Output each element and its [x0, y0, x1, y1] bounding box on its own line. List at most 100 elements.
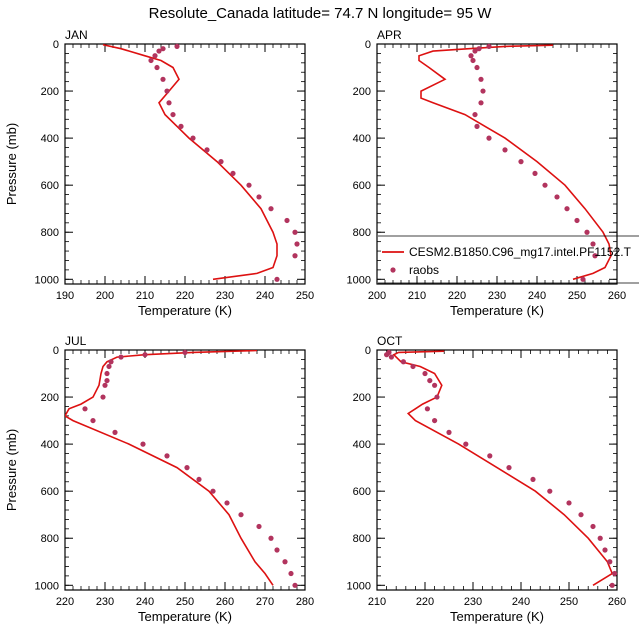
x-tick-label: 190	[56, 290, 74, 302]
model-line	[102, 44, 278, 281]
panel-apr: 200 210 220 230 240 250 260 0 200 400 600 800 1000 AP…	[347, 28, 627, 318]
raobs-point	[292, 253, 298, 259]
x-tick-label: 260	[608, 596, 626, 608]
raobs-point	[554, 194, 560, 200]
x-tick-label: 220	[448, 290, 466, 302]
x-tick-label: 230	[216, 290, 234, 302]
x-tick-label: 260	[608, 290, 626, 302]
raobs-point	[182, 349, 188, 355]
y-tick-label: 600	[353, 486, 371, 498]
raobs-point	[164, 88, 170, 94]
chart-title: Resolute_Canada latitude= 74.7 N longitu…	[149, 5, 493, 22]
raobs-point	[480, 88, 486, 94]
x-tick-label: 250	[568, 290, 586, 302]
raobs-point	[142, 352, 148, 358]
raobs-point	[506, 465, 512, 471]
raobs-point	[590, 241, 596, 247]
raobs-point	[502, 147, 508, 153]
raobs-point	[154, 64, 160, 71]
x-tick-label: 230	[96, 596, 114, 608]
raobs-point	[118, 354, 124, 360]
raobs-point	[256, 194, 262, 200]
raobs-point	[196, 476, 202, 483]
raobs-point	[564, 206, 570, 212]
raobs-point	[292, 582, 298, 588]
raobs-point	[284, 217, 290, 224]
raobs-point	[190, 135, 196, 141]
raobs-point	[530, 476, 536, 483]
raobs-point	[410, 363, 416, 370]
plot-frame	[376, 349, 618, 591]
x-tick-label: 250	[176, 596, 194, 608]
raobs-point	[478, 100, 484, 106]
y-tick-label: 0	[365, 39, 371, 51]
raobs-point	[156, 48, 162, 54]
raobs-point	[160, 76, 166, 82]
raobs-point	[597, 535, 603, 541]
panel-label: OCT	[377, 334, 403, 348]
raobs-point	[288, 570, 294, 577]
legend-obs-label: raobs	[409, 263, 439, 277]
raobs-point	[487, 453, 493, 459]
x-tick-label: 220	[416, 596, 434, 608]
raobs-point	[574, 217, 580, 224]
y-tick-label: 800	[41, 227, 59, 239]
raobs-point	[178, 123, 184, 129]
y-tick-label: 400	[353, 439, 371, 451]
x-tick-label: 230	[488, 290, 506, 302]
model-line	[65, 350, 274, 586]
x-tick-label: 210	[368, 596, 386, 608]
y-axis-title: Pressure (mb)	[4, 123, 19, 205]
y-tick-label: 1000	[35, 274, 59, 286]
raobs-point	[224, 500, 230, 506]
y-tick-label: 200	[353, 392, 371, 404]
y-tick-label: 600	[41, 486, 59, 498]
raobs-markers	[468, 43, 598, 282]
panel-jul: 220 230 240 250 260 270 280 0 200 400 600 800 1000 JU…	[4, 334, 314, 624]
panel-oct: 210 220 230 240 250 260 0 200 400 600 800 1000 OCT Te…	[347, 334, 627, 624]
raobs-point	[160, 46, 166, 52]
raobs-point	[292, 229, 298, 235]
raobs-point	[274, 547, 280, 553]
legend-model-label: CESM2.B1850.C96_mg17.intel.PF1152.T	[409, 245, 632, 259]
raobs-point	[218, 159, 224, 165]
x-tick-label: 250	[296, 290, 314, 302]
y-tick-label: 1000	[347, 274, 371, 286]
raobs-point	[578, 512, 584, 518]
raobs-point	[468, 53, 474, 59]
raobs-markers	[148, 43, 300, 282]
x-tick-label: 220	[176, 290, 194, 302]
raobs-point	[532, 170, 538, 177]
x-tick-label: 220	[56, 596, 74, 608]
raobs-markers	[82, 349, 298, 588]
panels: 190 200 210 220 230 240 250 0 200 400 600 800 1000 JA…	[4, 28, 639, 624]
x-tick-label: 270	[256, 596, 274, 608]
model-line	[392, 350, 614, 586]
x-tick-label: 200	[96, 290, 114, 302]
raobs-point	[590, 523, 596, 530]
raobs-point	[547, 488, 553, 494]
raobs-point	[584, 229, 590, 235]
plot-frame	[64, 43, 306, 285]
raobs-point	[472, 111, 478, 118]
raobs-point	[140, 441, 146, 447]
raobs-point	[612, 570, 618, 577]
raobs-point	[542, 182, 548, 188]
raobs-point	[268, 535, 274, 541]
raobs-point	[486, 135, 492, 141]
x-axis-title: Temperature (K)	[450, 303, 544, 318]
raobs-point	[282, 559, 288, 565]
raobs-point	[230, 170, 236, 177]
raobs-point	[82, 406, 88, 412]
raobs-point	[108, 359, 114, 365]
raobs-point	[100, 394, 106, 400]
y-tick-label: 0	[53, 345, 59, 357]
x-tick-label: 240	[136, 596, 154, 608]
y-tick-label: 400	[353, 133, 371, 145]
raobs-point	[472, 48, 478, 54]
raobs-point	[424, 406, 430, 412]
y-tick-label: 1000	[347, 580, 371, 592]
raobs-point	[427, 377, 433, 384]
raobs-point	[474, 123, 480, 129]
